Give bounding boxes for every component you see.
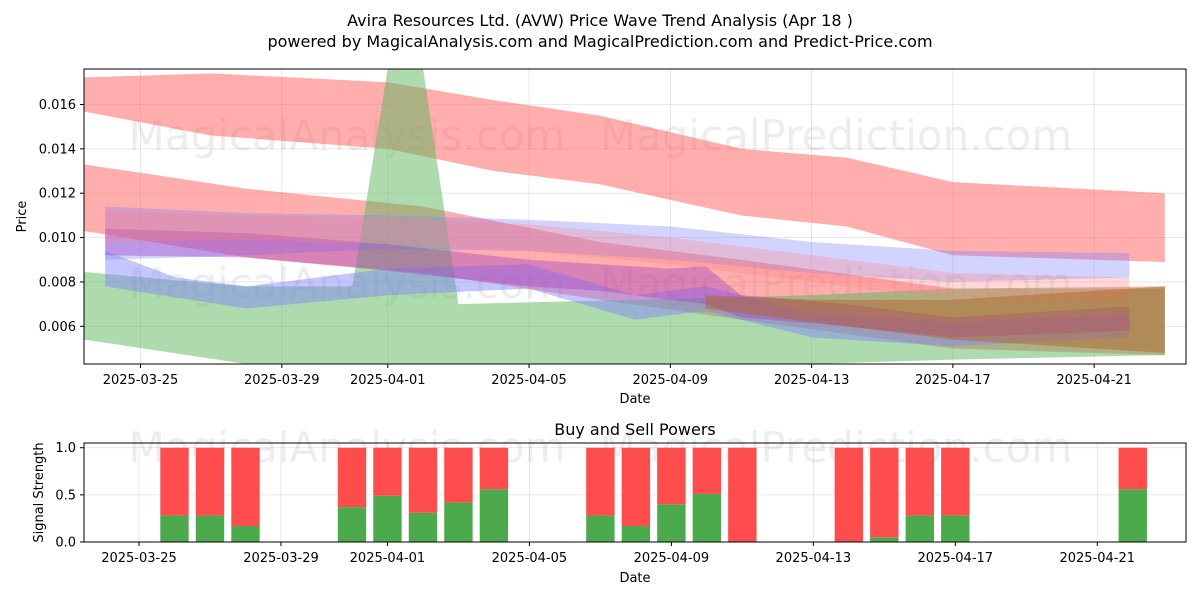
x-tick-label: 2025-04-13 [776, 551, 852, 566]
x-tick-label: 2025-04-17 [918, 551, 994, 566]
buy-bar [479, 489, 509, 542]
x-tick-label: 2025-04-05 [491, 373, 567, 388]
sell-bar [337, 447, 367, 508]
x-tick-label: 2025-03-25 [103, 373, 179, 388]
y-tick-label: 0.5 [55, 488, 76, 503]
price-frame [83, 68, 1187, 365]
buy-bar [231, 525, 260, 542]
signal-panel: MagicalAnalysis.com MagicalPrediction.com… [32, 420, 1187, 586]
x-tick-label: 2025-03-25 [101, 551, 177, 566]
x-tick-label: 2025-04-05 [492, 551, 568, 566]
sell-bar [479, 447, 509, 490]
buy-bar [586, 515, 615, 542]
sell-bar [728, 447, 757, 542]
buy-bar [692, 493, 722, 542]
wave-band-8 [705, 286, 1165, 353]
x-tick-label: 2025-04-21 [1056, 373, 1132, 388]
buy-bar [905, 515, 935, 542]
y-tick-label: 1.0 [55, 441, 76, 456]
buy-bar [657, 504, 686, 542]
price-panel: MagicalAnalysis.comMagicalPrediction.com… [15, 68, 1187, 407]
wave-band-3 [84, 69, 1165, 364]
sell-bar [586, 447, 615, 516]
sell-bar [657, 447, 686, 505]
y-tick-label: 0.014 [39, 142, 76, 157]
signal-title: Buy and Sell Powers [554, 420, 716, 439]
x-tick-label: 2025-04-09 [634, 551, 710, 566]
sell-bar [231, 447, 260, 526]
buy-bar [373, 495, 402, 542]
buy-bar [1118, 489, 1147, 542]
chart-title: Avira Resources Ltd. (AVW) Price Wave Tr… [347, 11, 853, 30]
x-tick-label: 2025-04-17 [915, 373, 991, 388]
sell-bar [941, 447, 970, 516]
wave-band-1 [84, 73, 1165, 262]
buy-bar [444, 502, 473, 542]
x-tick-label: 2025-04-13 [774, 373, 850, 388]
y-tick-label: 0.008 [39, 275, 76, 290]
buy-bar [160, 515, 189, 542]
buy-bar [195, 515, 225, 542]
signal-frame [83, 442, 1187, 543]
y-tick-label: 0.016 [39, 98, 76, 113]
sell-bar [1118, 447, 1147, 490]
y-tick-label: 0.010 [39, 231, 76, 246]
buy-bar [408, 512, 438, 542]
wave-band-7 [105, 211, 1130, 302]
sell-bar [160, 447, 189, 516]
y-tick-label: 0.0 [55, 536, 76, 551]
wave-band-4 [105, 206, 1130, 282]
buy-bar [621, 525, 651, 542]
chart-subtitle: powered by MagicalAnalysis.com and Magic… [267, 32, 932, 51]
sell-bar [444, 447, 473, 503]
sell-bar [692, 447, 722, 494]
sell-bar [195, 447, 225, 516]
sell-bar [408, 447, 438, 513]
sell-bar [373, 447, 402, 496]
sell-bar [870, 447, 899, 538]
sell-bar [621, 447, 651, 526]
x-tick-label: 2025-04-21 [1059, 551, 1135, 566]
buy-bar [870, 537, 899, 542]
buy-bar [941, 515, 970, 542]
x-tick-label: 2025-03-29 [244, 373, 320, 388]
x-axis-label: Date [619, 392, 650, 407]
sell-bar [834, 447, 864, 542]
buy-bar [337, 507, 367, 542]
x-tick-label: 2025-03-29 [243, 551, 319, 566]
x-axis-label: Date [619, 571, 650, 586]
y-axis-label: Signal Strength [32, 442, 47, 542]
x-tick-label: 2025-04-09 [633, 373, 709, 388]
y-tick-label: 0.006 [39, 320, 76, 335]
x-tick-label: 2025-04-01 [350, 551, 426, 566]
y-tick-label: 0.012 [39, 187, 76, 202]
y-axis-label: Price [15, 201, 30, 233]
x-tick-label: 2025-04-01 [350, 373, 426, 388]
sell-bar [905, 447, 935, 516]
